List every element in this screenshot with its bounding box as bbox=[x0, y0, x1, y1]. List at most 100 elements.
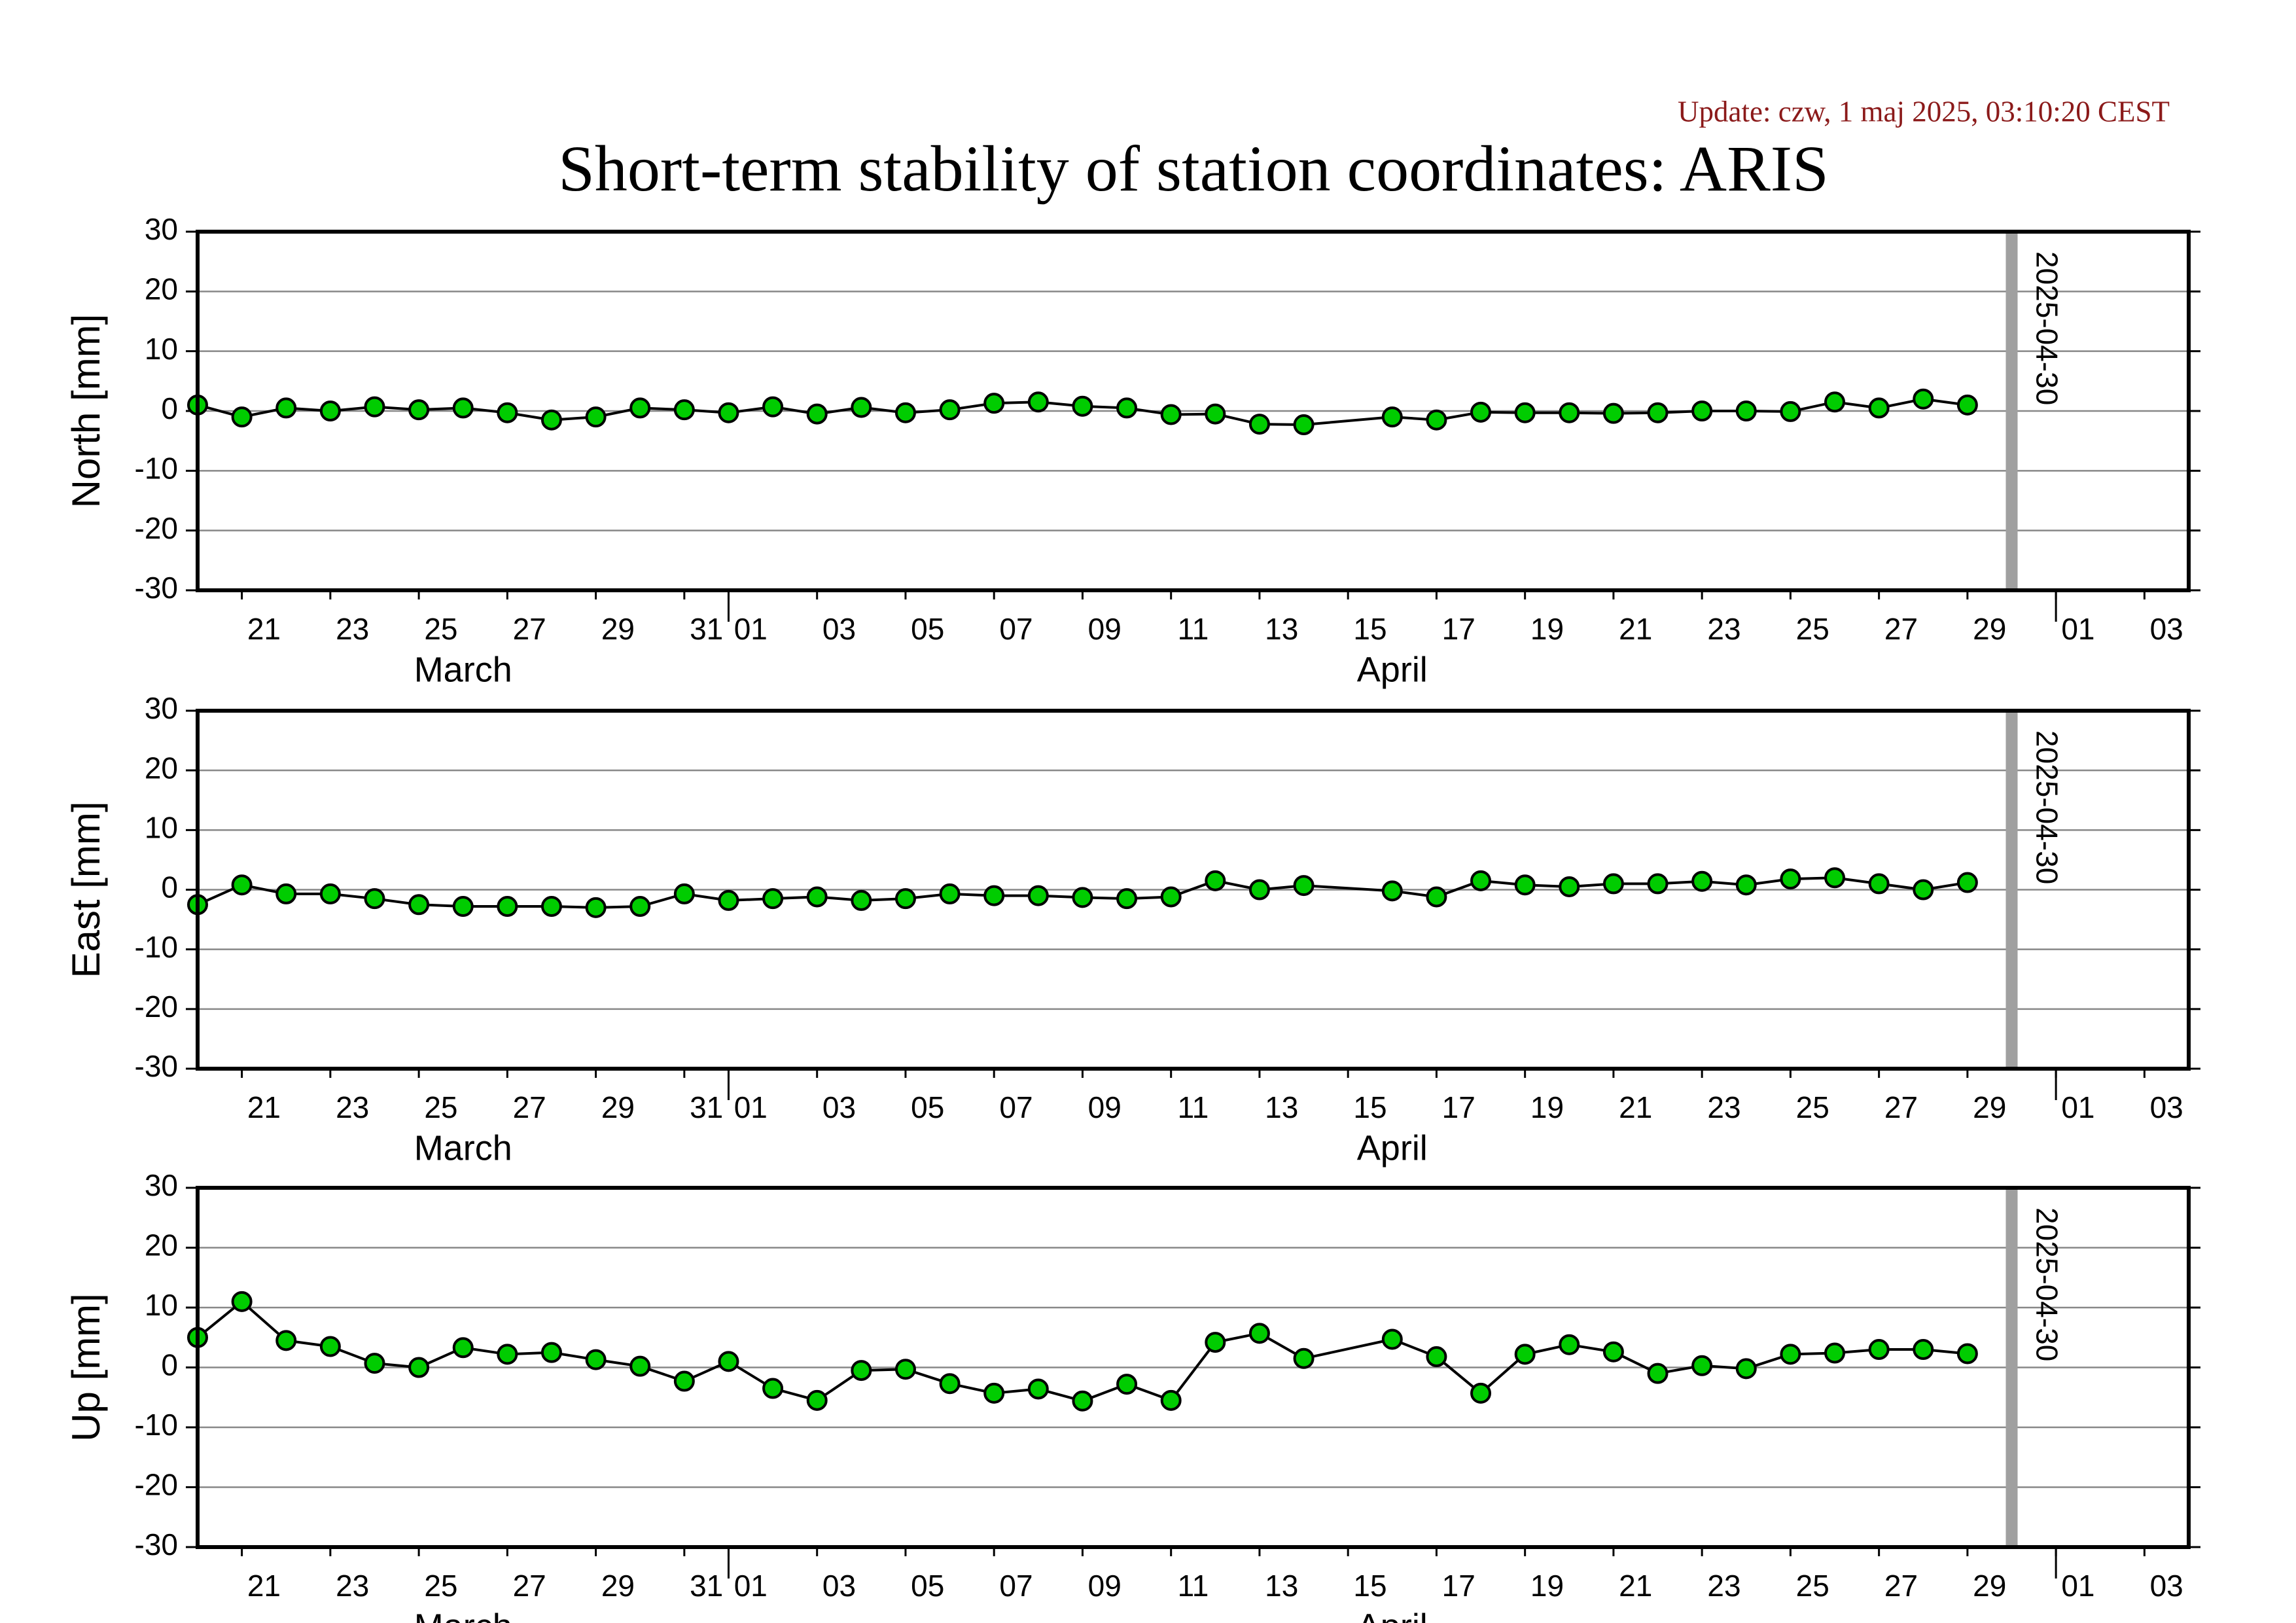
data-point bbox=[1381, 880, 1403, 902]
data-point bbox=[1248, 879, 1270, 901]
y-tick-label: -30 bbox=[135, 1049, 178, 1083]
y-tick-label: -10 bbox=[135, 1408, 178, 1442]
x-tick-label: 29 bbox=[601, 612, 635, 646]
data-point bbox=[1559, 402, 1580, 423]
y-tick-label: 20 bbox=[145, 272, 178, 306]
x-tick-label: 13 bbox=[1265, 1569, 1298, 1603]
x-tick-label: 29 bbox=[601, 1090, 635, 1124]
x-tick-label: 09 bbox=[1088, 1569, 1122, 1603]
data-point bbox=[762, 396, 784, 418]
x-tick-label: 19 bbox=[1530, 1090, 1564, 1124]
data-point bbox=[673, 399, 695, 421]
data-point bbox=[1293, 414, 1315, 436]
x-tick-label: 29 bbox=[1973, 1569, 2006, 1603]
x-tick-label: 05 bbox=[911, 1090, 944, 1124]
data-point bbox=[408, 399, 430, 421]
x-tick-label: 09 bbox=[1088, 1090, 1122, 1124]
data-line bbox=[196, 1300, 1968, 1402]
data-point bbox=[275, 1330, 297, 1351]
data-point bbox=[673, 883, 695, 904]
data-point bbox=[1470, 870, 1492, 891]
x-tick-label: 19 bbox=[1530, 1569, 1564, 1603]
x-tick-label: 29 bbox=[1973, 612, 2006, 646]
data-point bbox=[585, 897, 607, 918]
y-axis-label: East [mm] bbox=[64, 801, 108, 978]
data-point bbox=[364, 396, 385, 418]
data-point bbox=[1470, 1382, 1492, 1404]
y-tick-label: 10 bbox=[145, 810, 178, 844]
data-point bbox=[1559, 1334, 1580, 1355]
data-point bbox=[1470, 401, 1492, 423]
x-tick-label: 05 bbox=[911, 1569, 944, 1603]
data-point bbox=[1913, 1339, 1934, 1361]
x-tick-label: 23 bbox=[1707, 612, 1740, 646]
y-tick-label: -30 bbox=[135, 1527, 178, 1561]
data-point bbox=[1735, 874, 1757, 896]
data-point bbox=[718, 1351, 739, 1372]
data-point bbox=[1116, 397, 1138, 419]
x-tick-label: 31 bbox=[690, 1090, 723, 1124]
data-point bbox=[1514, 874, 1536, 896]
data-point bbox=[275, 883, 297, 904]
data-point bbox=[1116, 888, 1138, 910]
y-tick-label: -10 bbox=[135, 930, 178, 964]
data-point bbox=[1824, 867, 1846, 889]
data-point bbox=[629, 896, 651, 918]
month-label: April bbox=[1357, 1128, 1428, 1168]
data-point bbox=[1647, 402, 1669, 423]
x-tick-label: 13 bbox=[1265, 612, 1298, 646]
data-point bbox=[1602, 873, 1624, 895]
data-point bbox=[1027, 885, 1049, 906]
data-point bbox=[983, 393, 1005, 414]
data-point bbox=[1426, 886, 1447, 908]
x-tick-label: 21 bbox=[247, 1090, 281, 1124]
data-point bbox=[1780, 401, 1801, 422]
date-marker-label: 2025-04-30 bbox=[2030, 1207, 2064, 1361]
data-point bbox=[806, 886, 828, 908]
data-point bbox=[540, 1342, 562, 1363]
data-point bbox=[452, 397, 474, 419]
data-point bbox=[319, 883, 341, 904]
x-tick-label: 31 bbox=[690, 612, 723, 646]
data-point bbox=[1691, 401, 1713, 421]
x-tick-label: 03 bbox=[822, 612, 856, 646]
data-point bbox=[1160, 1389, 1182, 1411]
y-tick-label: -20 bbox=[135, 511, 178, 545]
data-point bbox=[1381, 1329, 1403, 1350]
data-point bbox=[497, 402, 518, 423]
x-tick-label: 05 bbox=[911, 612, 944, 646]
data-point bbox=[1205, 403, 1226, 425]
x-tick-label: 07 bbox=[999, 1090, 1033, 1124]
month-label: March bbox=[414, 1128, 512, 1168]
x-tick-label: 15 bbox=[1353, 1569, 1386, 1603]
y-tick-label: 30 bbox=[145, 691, 178, 725]
x-tick-label: 01 bbox=[2061, 1569, 2094, 1603]
x-tick-label: 01 bbox=[2061, 612, 2094, 646]
x-tick-label: 23 bbox=[1707, 1090, 1740, 1124]
data-point bbox=[1868, 873, 1890, 895]
data-point bbox=[497, 896, 518, 918]
data-point bbox=[1956, 394, 1978, 416]
x-tick-label: 17 bbox=[1442, 1569, 1475, 1603]
data-point bbox=[1160, 404, 1182, 425]
y-axis-label: Up [mm] bbox=[64, 1293, 108, 1442]
data-point bbox=[1868, 397, 1890, 419]
data-point bbox=[1072, 395, 1093, 417]
x-tick-label: 21 bbox=[1619, 1569, 1652, 1603]
data-point bbox=[1780, 868, 1801, 890]
data-point bbox=[585, 1349, 607, 1370]
data-point bbox=[851, 397, 872, 418]
x-tick-label: 23 bbox=[336, 1090, 369, 1124]
data-point bbox=[1248, 1323, 1270, 1344]
x-tick-label: 25 bbox=[1796, 1569, 1829, 1603]
data-point bbox=[939, 399, 961, 421]
plot-frame bbox=[196, 709, 2191, 1071]
data-point bbox=[806, 403, 828, 425]
data-point bbox=[1116, 1374, 1138, 1395]
x-tick-label: 11 bbox=[1178, 612, 1209, 646]
x-tick-label: 11 bbox=[1178, 1569, 1209, 1603]
x-tick-label: 03 bbox=[2150, 612, 2183, 646]
x-tick-label: 21 bbox=[1619, 612, 1652, 646]
y-tick-label: -10 bbox=[135, 451, 178, 485]
